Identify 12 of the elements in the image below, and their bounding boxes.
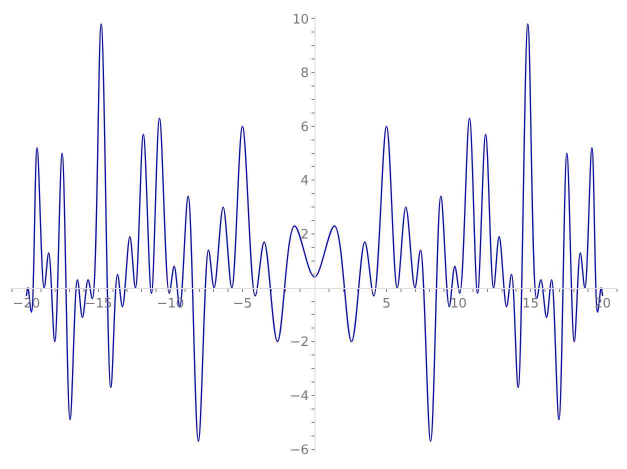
x-tick-label: 10 bbox=[450, 296, 467, 312]
y-tick-label: 4 bbox=[300, 174, 309, 189]
x-tick-label: −5 bbox=[232, 296, 252, 312]
y-tick-label: 8 bbox=[300, 66, 309, 82]
y-tick-label: −6 bbox=[290, 442, 309, 458]
y-tick-label: 6 bbox=[300, 120, 309, 135]
y-tick-label: −4 bbox=[290, 389, 309, 404]
y-tick-label: 10 bbox=[292, 12, 309, 28]
y-tick-label: 2 bbox=[300, 228, 309, 243]
x-tick-label: 15 bbox=[522, 296, 539, 312]
x-tick-label: 5 bbox=[382, 296, 391, 312]
y-tick-label: −2 bbox=[290, 335, 309, 350]
